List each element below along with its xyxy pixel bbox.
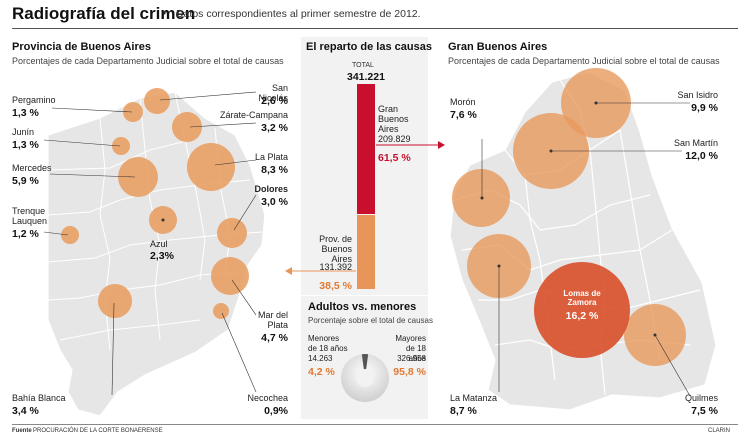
pct-san-nicolas: 2,6 % bbox=[261, 95, 288, 107]
adultos-menores-label: Menores de 18 años bbox=[308, 334, 348, 353]
pct-la-matanza: 8,7 % bbox=[450, 405, 477, 417]
bubble-trenque-lauquen bbox=[61, 226, 79, 244]
page-subtitle: Datos correspondientes al primer semestr… bbox=[176, 8, 421, 20]
label-san-isidro: San Isidro bbox=[677, 90, 718, 100]
bar-gran-buenos-aires bbox=[357, 84, 375, 214]
label-la-matanza: La Matanza bbox=[450, 393, 498, 403]
footer-brand: CLARIN bbox=[708, 428, 731, 434]
bar-prov-buenos-aires bbox=[357, 215, 375, 289]
pct-zarate-campana: 3,2 % bbox=[261, 122, 288, 134]
adultos-pie-chart bbox=[341, 354, 389, 402]
page-title: Radiografía del crimen bbox=[12, 4, 196, 23]
adultos-subtitle: Porcentaje sobre el total de causas bbox=[308, 316, 433, 325]
bubble-zarate-campana bbox=[172, 112, 202, 142]
label-dolores: Dolores bbox=[254, 184, 288, 194]
reparto-gba-label: Gran Buenos Aires bbox=[378, 104, 409, 134]
title-bullet: • bbox=[162, 6, 167, 20]
reparto-total-value: 341.221 bbox=[347, 71, 385, 83]
provincia-subtitle: Porcentajes de cada Departamento Judicia… bbox=[12, 56, 284, 66]
pct-mercedes: 5,9 % bbox=[12, 175, 39, 187]
label-mar-del-plata: Mar del Plata bbox=[257, 310, 288, 330]
header-rule bbox=[12, 28, 738, 29]
pie-center bbox=[356, 369, 374, 387]
label-junin: Junín bbox=[12, 127, 35, 137]
bubble-mercedes bbox=[118, 157, 158, 197]
reparto-gba-value: 209.829 bbox=[378, 134, 411, 144]
footer-rule bbox=[12, 424, 738, 425]
reparto-title: El reparto de las causas bbox=[306, 41, 432, 53]
adultos-mayores-pct: 95,8 % bbox=[393, 366, 426, 378]
pct-trenque-lauquen: 1,2 % bbox=[12, 228, 39, 240]
label-mercedes: Mercedes bbox=[12, 163, 52, 173]
reparto-prov-pct: 38,5 % bbox=[319, 280, 352, 292]
bubble-lomas-de-zamora bbox=[534, 262, 630, 358]
label-moron: Morón bbox=[450, 97, 476, 107]
pct-quilmes: 7,5 % bbox=[691, 405, 718, 417]
gba-subtitle: Porcentajes de cada Departamento Judicia… bbox=[448, 56, 720, 66]
label-lomas-de-zamora: Lomas de Zamora bbox=[563, 289, 601, 307]
adultos-menores-pct: 4,2 % bbox=[308, 366, 335, 378]
gba-leader-dots bbox=[480, 101, 657, 337]
label-necochea: Necochea bbox=[247, 393, 288, 403]
bubble-san-nicolas bbox=[144, 88, 170, 114]
adultos-menores-value: 14.263 bbox=[308, 354, 333, 363]
pct-pergamino: 1,3 % bbox=[12, 107, 39, 119]
provincia-leaders bbox=[43, 91, 257, 396]
gba-title: Gran Buenos Aires bbox=[448, 41, 548, 53]
pct-san-martin: 12,0 % bbox=[685, 150, 718, 162]
gba-leaders bbox=[481, 102, 691, 397]
bubble-la-plata bbox=[187, 143, 235, 191]
label-quilmes: Quilmes bbox=[684, 393, 718, 403]
pct-mar-del-plata: 4,7 % bbox=[261, 332, 288, 344]
footer-source-label: Fuente bbox=[12, 428, 32, 434]
pie-menores bbox=[361, 354, 369, 370]
pct-junin: 1,3 % bbox=[12, 139, 39, 151]
label-zarate-campana: Zárate-Campana bbox=[219, 110, 288, 120]
panel-divider bbox=[301, 295, 428, 296]
pct-necochea: 0,9% bbox=[264, 405, 288, 417]
label-trenque-lauquen: Trenque Lauquen bbox=[12, 206, 48, 226]
footer-source-text: PROCURACIÓN DE LA CORTE BONAERENSE bbox=[33, 428, 163, 434]
label-san-nicolas: San Nicolás bbox=[258, 83, 288, 103]
reparto-total-label: TOTAL bbox=[352, 62, 374, 69]
label-san-martin: San Martín bbox=[673, 138, 718, 148]
bubble-dolores bbox=[217, 218, 247, 248]
adultos-mayores-label: Mayores de 18 años bbox=[395, 334, 426, 363]
bubble-mar-del-plata bbox=[211, 257, 249, 295]
reparto-gba-pct: 61,5 % bbox=[378, 152, 411, 164]
adultos-title: Adultos vs. menores bbox=[308, 301, 417, 313]
bubble-necochea bbox=[213, 303, 229, 319]
bubble-junin bbox=[112, 137, 130, 155]
pct-azul: 2,3% bbox=[150, 250, 174, 262]
reparto-prov-value: 131.392 bbox=[319, 262, 352, 272]
bubble-pergamino bbox=[123, 102, 143, 122]
pct-la-plata: 8,3 % bbox=[261, 164, 288, 176]
label-pergamino: Pergamino bbox=[12, 95, 56, 105]
provincia-title: Provincia de Buenos Aires bbox=[12, 41, 151, 53]
pct-bahia-blanca: 3,4 % bbox=[12, 405, 39, 417]
pct-moron: 7,6 % bbox=[450, 109, 477, 121]
label-azul: Azul bbox=[150, 239, 168, 249]
pct-dolores: 3,0 % bbox=[261, 196, 288, 208]
pct-lomas-de-zamora: 16,2 % bbox=[565, 310, 599, 322]
provincia-bubbles bbox=[61, 88, 249, 319]
arrow-gba-head bbox=[438, 141, 445, 149]
bubble-bahia-blanca bbox=[98, 284, 132, 318]
reparto-prov-label: Prov. de Buenos Aires bbox=[319, 234, 352, 264]
label-la-plata: La Plata bbox=[254, 152, 288, 162]
arrow-prov-head bbox=[285, 267, 292, 275]
pct-san-isidro: 9,9 % bbox=[691, 102, 718, 114]
label-bahia-blanca: Bahía Blanca bbox=[12, 393, 66, 403]
adultos-mayores-value: 326.958 bbox=[397, 354, 426, 363]
